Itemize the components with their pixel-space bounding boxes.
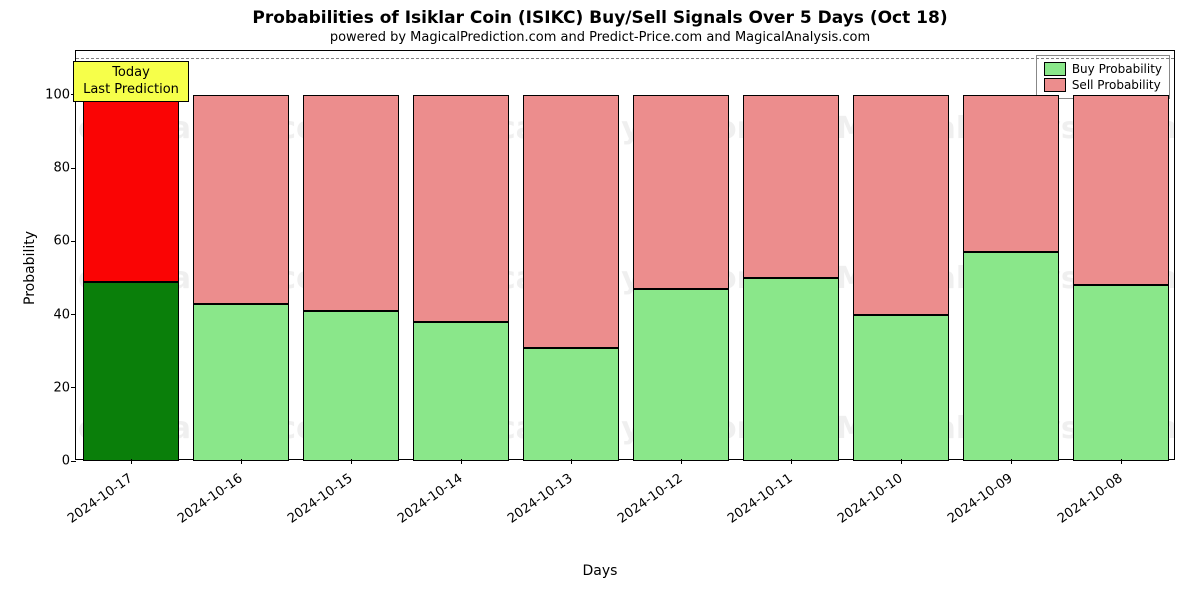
bar-sell <box>1073 95 1170 285</box>
x-axis-label: Days <box>0 563 1200 579</box>
bar-sell <box>963 95 1060 252</box>
xtick-label: 2024-10-17 <box>65 471 136 527</box>
legend-swatch-buy <box>1044 62 1066 76</box>
bar-buy <box>193 304 290 461</box>
xtick-mark <box>131 459 132 464</box>
chart-title: Probabilities of Isiklar Coin (ISIKC) Bu… <box>0 8 1200 28</box>
legend-swatch-sell <box>1044 78 1066 92</box>
bar-sell <box>633 95 730 289</box>
bar-buy <box>743 278 840 461</box>
bar-sell <box>413 95 510 322</box>
xtick-label: 2024-10-16 <box>175 471 246 527</box>
xtick-mark <box>571 459 572 464</box>
xtick-mark <box>351 459 352 464</box>
chart-figure: Probabilities of Isiklar Coin (ISIKC) Bu… <box>0 0 1200 600</box>
xtick-label: 2024-10-13 <box>505 471 576 527</box>
annotation-line1: Today <box>80 65 182 81</box>
xtick-mark <box>1011 459 1012 464</box>
ytick-label: 0 <box>62 454 76 469</box>
bar-buy <box>303 311 400 461</box>
bar-sell <box>523 95 620 348</box>
legend-label-buy: Buy Probability <box>1072 62 1162 76</box>
ytick-label: 80 <box>53 161 76 176</box>
bar-sell <box>743 95 840 278</box>
xtick-label: 2024-10-12 <box>615 471 686 527</box>
xtick-mark <box>901 459 902 464</box>
xtick-label: 2024-10-08 <box>1055 471 1126 527</box>
chart-subtitle: powered by MagicalPrediction.com and Pre… <box>0 30 1200 45</box>
xtick-mark <box>241 459 242 464</box>
bar-buy <box>1073 285 1170 461</box>
plot-area: MagicalAnalysis.comMagicalAnalysis.comMa… <box>75 50 1175 460</box>
xtick-label: 2024-10-15 <box>285 471 356 527</box>
xtick-label: 2024-10-14 <box>395 471 466 527</box>
legend-label-sell: Sell Probability <box>1072 78 1161 92</box>
bar-buy <box>633 289 730 461</box>
xtick-label: 2024-10-10 <box>835 471 906 527</box>
bar-sell <box>303 95 400 311</box>
xtick-label: 2024-10-11 <box>725 471 796 527</box>
ytick-label: 100 <box>45 87 76 102</box>
bar-sell <box>853 95 950 315</box>
bar-sell <box>83 95 180 282</box>
bar-buy <box>413 322 510 461</box>
bar-sell <box>193 95 290 304</box>
xtick-mark <box>791 459 792 464</box>
today-annotation: TodayLast Prediction <box>73 61 189 102</box>
legend-item-buy: Buy Probability <box>1044 62 1162 76</box>
y-axis-label: Probability <box>22 231 38 305</box>
ytick-label: 20 <box>53 380 76 395</box>
ytick-label: 40 <box>53 307 76 322</box>
bar-buy <box>83 282 180 461</box>
bar-buy <box>523 348 620 461</box>
xtick-label: 2024-10-09 <box>945 471 1016 527</box>
xtick-mark <box>1121 459 1122 464</box>
legend-item-sell: Sell Probability <box>1044 78 1162 92</box>
legend: Buy Probability Sell Probability <box>1036 55 1170 99</box>
top-dash-line <box>76 58 1174 59</box>
bar-buy <box>853 315 950 461</box>
ytick-label: 60 <box>53 234 76 249</box>
annotation-line2: Last Prediction <box>80 82 182 98</box>
xtick-mark <box>461 459 462 464</box>
xtick-mark <box>681 459 682 464</box>
bar-buy <box>963 252 1060 461</box>
